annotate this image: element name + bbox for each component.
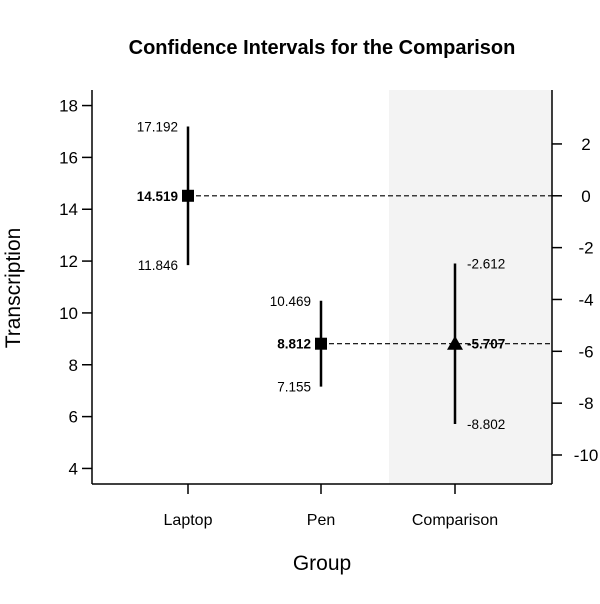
left-axis-tick-label: 16: [59, 148, 78, 167]
difference-label: -5.707: [467, 337, 505, 352]
lower-ci-label: 11.846: [138, 258, 178, 273]
right-axis-tick-label: -6: [578, 342, 593, 361]
x-axis-category-label: Laptop: [164, 512, 213, 529]
lower-ci-label: 7.155: [277, 380, 311, 395]
x-axis-category-label: Pen: [307, 512, 335, 529]
upper-ci-label: 10.469: [270, 294, 311, 309]
x-axis-category-label: Comparison: [412, 512, 498, 529]
left-axis-tick-label: 14: [59, 200, 78, 219]
y-axis-title: Transcription: [2, 228, 25, 349]
right-axis-tick-label: 0: [581, 187, 590, 206]
comparison-region-background: [389, 90, 552, 484]
right-axis-tick-label: -4: [578, 290, 593, 309]
left-axis-tick-label: 18: [59, 97, 78, 116]
left-axis-tick-label: 8: [69, 356, 78, 375]
mean-label: 14.519: [137, 189, 178, 204]
mean-marker-laptop: [182, 189, 194, 202]
mean-marker-pen: [315, 337, 327, 350]
left-axis-tick-label: 4: [69, 459, 78, 478]
left-axis-tick-label: 6: [69, 408, 78, 427]
right-axis-tick-label: -10: [574, 446, 599, 465]
upper-ci-label: 17.192: [137, 119, 178, 134]
left-axis-tick-label: 12: [59, 252, 78, 271]
chart-title: Confidence Intervals for the Comparison: [129, 37, 516, 59]
upper-ci-label: -2.612: [467, 256, 505, 271]
mean-label: 8.812: [277, 337, 311, 352]
x-axis-title: Group: [293, 552, 351, 575]
right-axis-tick-label: -2: [578, 239, 593, 258]
right-axis-tick-label: 2: [581, 135, 590, 154]
left-axis-tick-label: 10: [59, 304, 78, 323]
lower-ci-label: -8.802: [467, 417, 505, 432]
difference-marker-comparison: [447, 335, 463, 350]
right-axis-tick-label: -8: [578, 394, 593, 413]
